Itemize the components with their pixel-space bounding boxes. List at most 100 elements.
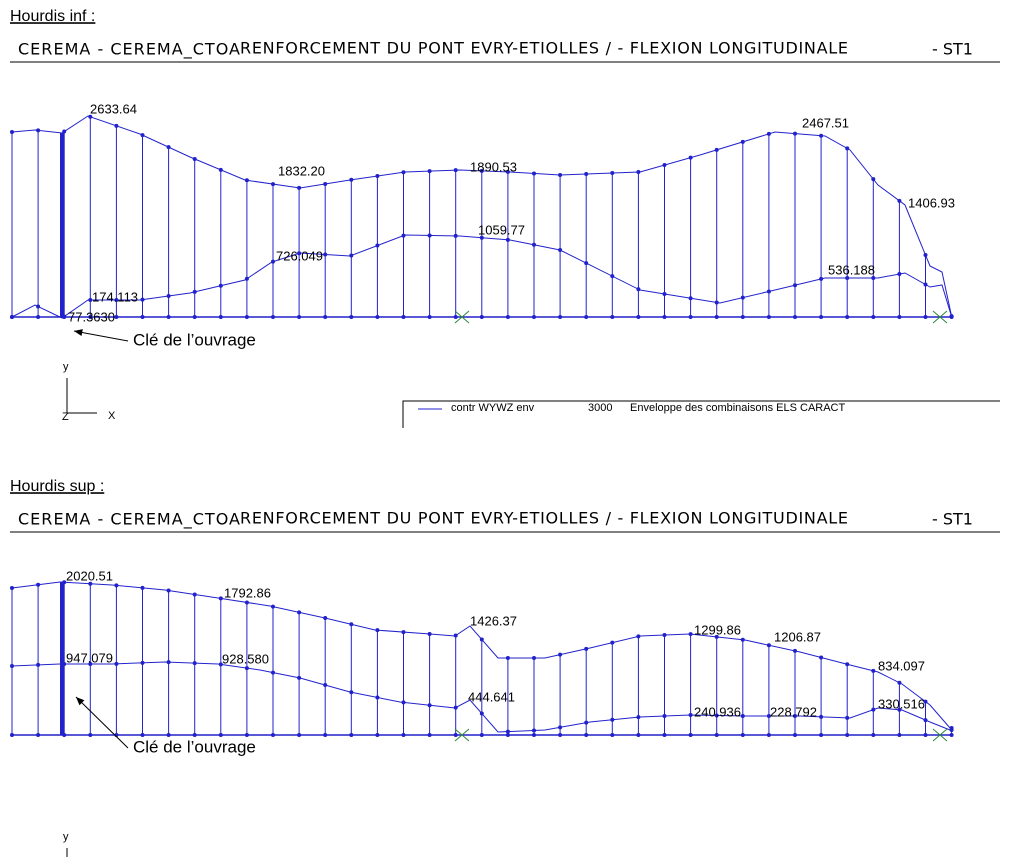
node: [688, 733, 693, 737]
value-label: 1406.93: [908, 195, 955, 210]
node: [427, 315, 432, 319]
node: [871, 315, 876, 319]
value-label: 834.097: [878, 658, 925, 673]
callout: Clé de l’ouvrage: [133, 737, 256, 756]
value-label: 726.049: [276, 248, 323, 263]
panel: Hourdis inf : CEREMA - CEREMA_CTOA RENFORC…: [10, 8, 1000, 428]
header-center: RENFORCEMENT DU PONT EVRY-ETIOLLES / - F…: [240, 509, 848, 528]
value-label: 174.113: [92, 289, 138, 304]
header-right: - ST1: [932, 510, 973, 529]
support: [454, 728, 470, 742]
node: [636, 315, 641, 319]
node: [505, 733, 510, 737]
node: [192, 315, 197, 319]
value-label: 1059.77: [478, 222, 525, 237]
value-label: 1792.86: [224, 585, 271, 600]
node: [897, 315, 902, 319]
node: [36, 315, 41, 319]
panel-heading: Hourdis inf :: [10, 8, 95, 25]
arrow-head: [76, 697, 85, 706]
support: [932, 310, 948, 324]
node: [140, 315, 145, 319]
node: [532, 315, 536, 319]
node: [897, 733, 902, 737]
axis-x: X: [108, 410, 116, 422]
node: [10, 733, 14, 737]
node: [114, 315, 119, 319]
node: [819, 315, 824, 319]
value-label: 1426.37: [470, 613, 517, 628]
envelope-bottom: [11, 234, 953, 319]
node: [532, 733, 536, 737]
value-label: 1832.20: [278, 163, 325, 178]
node: [453, 733, 458, 737]
callout: Clé de l’ouvrage: [133, 330, 256, 349]
legend-field: contr WYWZ env: [451, 402, 535, 414]
legend-description: Enveloppe des combinaisons ELS CARACT: [630, 402, 846, 414]
node: [610, 733, 615, 737]
value-label: 240.936: [694, 704, 741, 719]
arrow-head: [74, 329, 83, 336]
value-label: 2020.51: [66, 568, 113, 583]
node: [662, 733, 667, 737]
node: [244, 315, 249, 319]
value-label: 444.641: [468, 689, 515, 704]
node: [140, 733, 145, 737]
value-label: 2633.64: [90, 101, 137, 116]
node: [662, 315, 667, 319]
node: [36, 733, 41, 737]
node: [271, 315, 275, 319]
node: [192, 733, 197, 737]
node: [244, 733, 249, 737]
value-label: 947.079: [66, 650, 113, 665]
axis-y: y: [63, 361, 69, 373]
panel: Hourdis sup : CEREMA - CEREMA_CTOA RENFORC…: [10, 478, 1000, 857]
value-label: 1299.86: [694, 622, 741, 637]
node: [349, 733, 354, 737]
node: [218, 733, 223, 737]
node: [166, 733, 171, 737]
panel-heading: Hourdis sup :: [10, 478, 104, 495]
node: [610, 315, 615, 319]
node: [871, 733, 876, 737]
node: [271, 733, 275, 737]
value-label: 228.792: [770, 704, 817, 719]
envelope-bottom: [11, 661, 951, 733]
envelope-top: [11, 115, 953, 319]
node: [949, 733, 954, 737]
node: [401, 315, 406, 319]
node: [453, 315, 458, 319]
node: [923, 315, 928, 319]
support: [454, 310, 470, 324]
node: [505, 315, 510, 319]
node: [323, 315, 328, 319]
node: [923, 733, 928, 737]
callout-arrow: [75, 696, 129, 749]
header-left: CEREMA - CEREMA_CTOA: [18, 40, 240, 60]
header-right: - ST1: [932, 40, 973, 59]
node: [401, 733, 406, 737]
node: [793, 315, 797, 319]
header-center: RENFORCEMENT DU PONT EVRY-ETIOLLES / - F…: [240, 39, 848, 58]
node: [427, 733, 432, 737]
callout-arrow: [73, 330, 129, 342]
node: [714, 733, 719, 737]
node: [558, 315, 563, 319]
node: [819, 733, 824, 737]
support: [932, 728, 948, 742]
node: [297, 733, 302, 737]
node: [375, 315, 380, 319]
value-label: 330.516: [878, 696, 925, 711]
node: [793, 733, 797, 737]
node: [558, 733, 563, 737]
node: [323, 733, 328, 737]
node: [688, 315, 693, 319]
legend-box: [402, 400, 1000, 428]
axis-y: y: [63, 831, 69, 843]
node: [766, 733, 771, 737]
legend-number: 3000: [588, 402, 612, 414]
node: [218, 315, 223, 319]
node: [479, 733, 484, 737]
node: [479, 315, 484, 319]
